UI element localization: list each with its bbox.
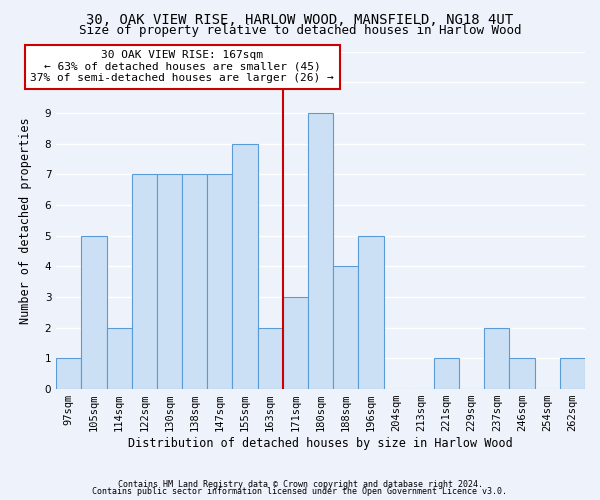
Bar <box>333 266 358 389</box>
Text: 30 OAK VIEW RISE: 167sqm
← 63% of detached houses are smaller (45)
37% of semi-d: 30 OAK VIEW RISE: 167sqm ← 63% of detach… <box>30 50 334 84</box>
Text: Contains public sector information licensed under the Open Government Licence v3: Contains public sector information licen… <box>92 487 508 496</box>
Bar <box>132 174 157 389</box>
Bar <box>82 236 107 389</box>
Text: Contains HM Land Registry data © Crown copyright and database right 2024.: Contains HM Land Registry data © Crown c… <box>118 480 482 489</box>
Bar <box>56 358 82 389</box>
Bar <box>509 358 535 389</box>
Bar <box>283 297 308 389</box>
Bar <box>484 328 509 389</box>
Bar <box>157 174 182 389</box>
Y-axis label: Number of detached properties: Number of detached properties <box>19 117 32 324</box>
Bar <box>232 144 257 389</box>
Text: Size of property relative to detached houses in Harlow Wood: Size of property relative to detached ho… <box>79 24 521 37</box>
Bar <box>257 328 283 389</box>
Bar <box>358 236 383 389</box>
Bar <box>434 358 459 389</box>
Bar <box>308 113 333 389</box>
Bar <box>182 174 207 389</box>
Bar <box>560 358 585 389</box>
X-axis label: Distribution of detached houses by size in Harlow Wood: Distribution of detached houses by size … <box>128 437 513 450</box>
Bar <box>107 328 132 389</box>
Bar <box>207 174 232 389</box>
Text: 30, OAK VIEW RISE, HARLOW WOOD, MANSFIELD, NG18 4UT: 30, OAK VIEW RISE, HARLOW WOOD, MANSFIEL… <box>86 12 514 26</box>
